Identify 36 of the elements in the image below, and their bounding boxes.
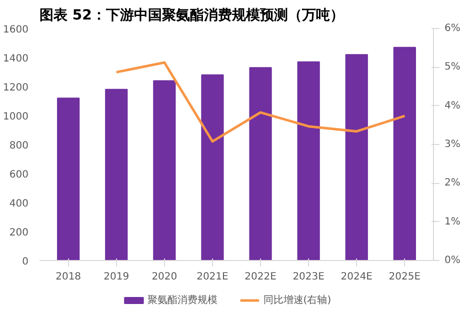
y-tick-label: 0	[22, 256, 29, 268]
y2-tick-label: 2%	[444, 178, 460, 189]
x-tick-label: 2020	[152, 272, 178, 282]
y2-tick-label: 0%	[444, 255, 460, 266]
bar	[201, 74, 224, 260]
legend-label: 聚氨酯消费规模	[148, 294, 218, 306]
x-tick-label: 2022E	[244, 272, 276, 282]
bar	[105, 88, 128, 260]
y-tick-label: 800	[9, 140, 29, 152]
y-tick-label: 200	[9, 228, 29, 238]
chart-title: 图表 52：下游中国聚氨酯消费规模预测（万吨）	[40, 8, 344, 24]
line-series	[115, 61, 406, 143]
x-tick-label: 2019	[104, 272, 130, 282]
y2-tick-label: 3%	[444, 139, 460, 150]
y-tick-label: 600	[9, 170, 29, 180]
bar	[297, 61, 320, 260]
x-tick-label: 2025E	[388, 272, 421, 282]
bar	[57, 98, 80, 260]
x-tick-label: 2024E	[340, 272, 373, 282]
y-tick-label: 1200	[3, 82, 29, 94]
legend-label: 同比增速(右轴)	[263, 294, 332, 306]
x-tick-label: 2023E	[292, 272, 324, 282]
y2-tick-label: 6%	[444, 23, 460, 34]
y-tick-label: 1600	[3, 24, 29, 36]
x-tick-label: 2021E	[196, 272, 228, 282]
bar	[249, 67, 272, 260]
bar	[153, 80, 176, 260]
y-tick-label: 1400	[3, 54, 29, 64]
y2-tick-label: 1%	[444, 216, 460, 228]
bar	[393, 46, 416, 260]
x-tick-label: 2018	[56, 272, 82, 282]
bar	[345, 54, 368, 260]
y2-tick-label: 5%	[444, 62, 460, 73]
y-tick-label: 1000	[3, 112, 29, 122]
y2-tick-label: 4%	[444, 100, 460, 112]
y-tick-label: 400	[9, 198, 29, 210]
